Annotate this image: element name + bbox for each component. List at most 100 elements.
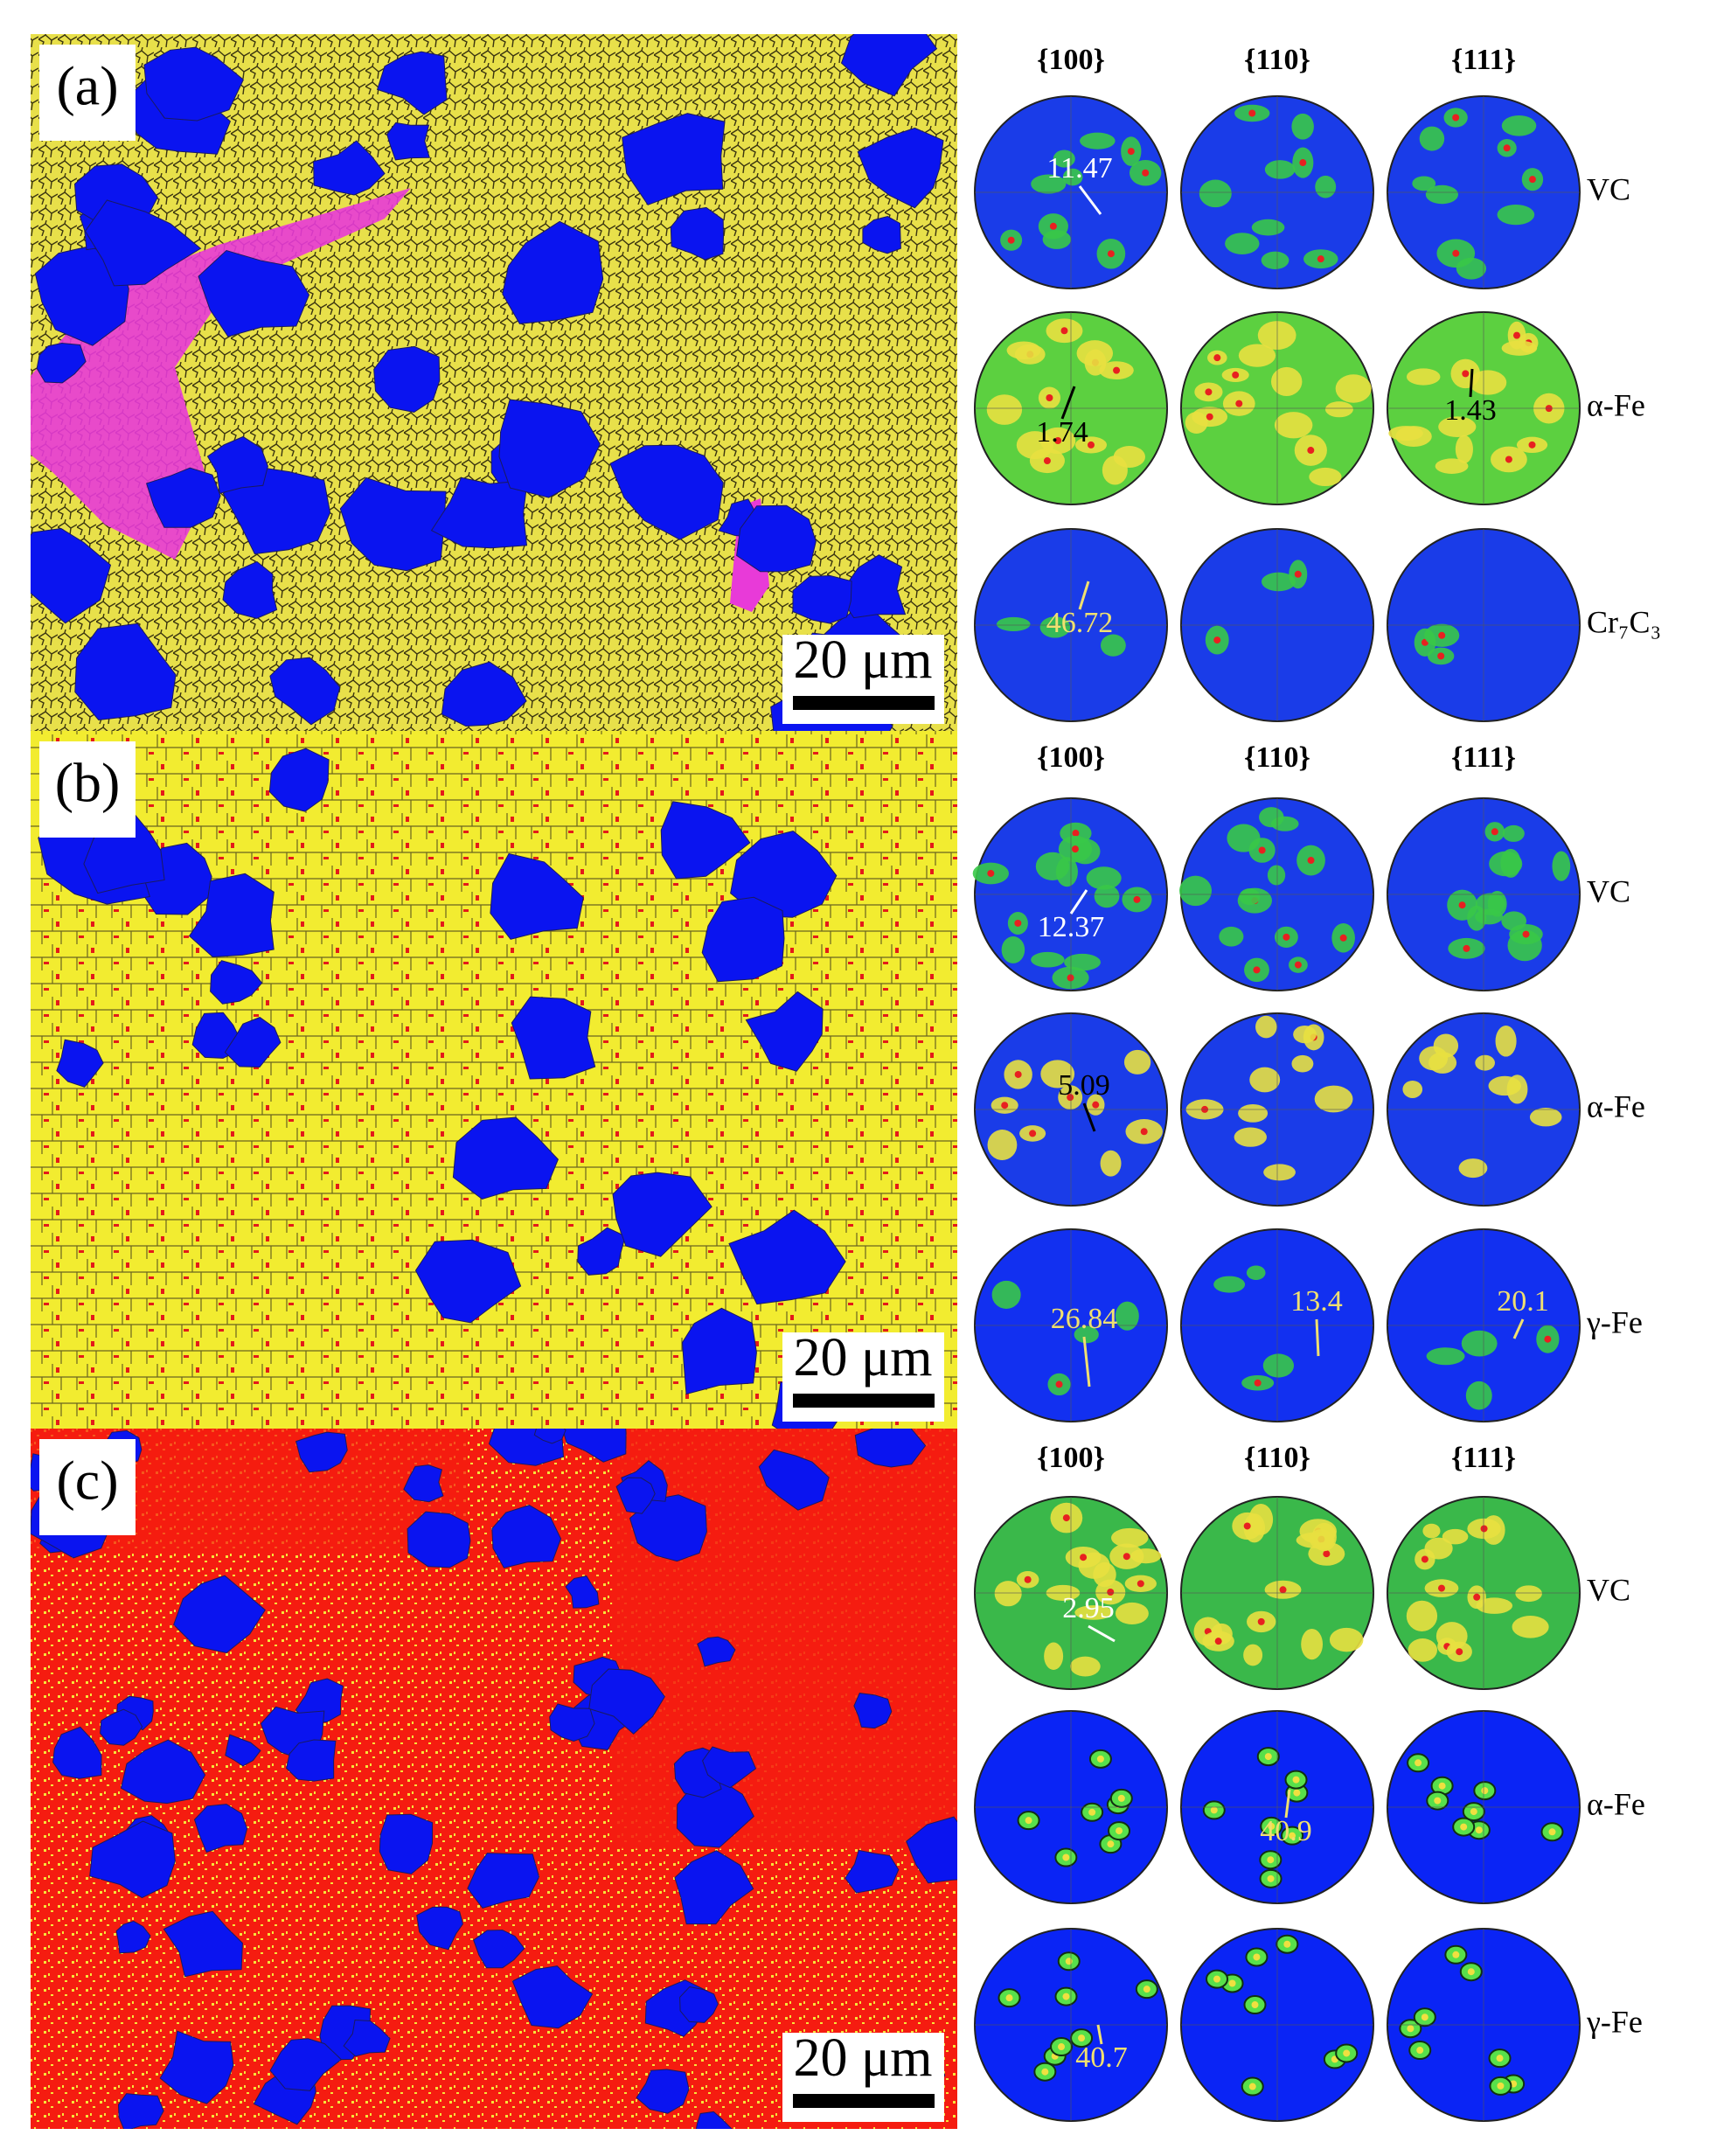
pole-spot-core [1213,1975,1221,1983]
pole-spot-core [1107,1840,1115,1848]
phase-region [286,1739,337,1782]
pole-spot-core [1253,1953,1261,1961]
pole-spot-core [1096,1755,1104,1763]
pole-spot-core [1434,1797,1442,1805]
pole-spot-core [1528,441,1536,449]
annotation-arrow [1315,1318,1320,1357]
phase-region [441,661,527,727]
pole-spot-core [1452,114,1460,122]
pole-header: {111} [1451,741,1516,774]
pole-spot [991,1280,1021,1309]
phase-region [84,199,202,287]
pole-spot [1246,1265,1266,1281]
pole-spot [1311,1522,1337,1552]
phase-region [701,896,785,983]
pole-spot [1179,875,1213,907]
pole-spot [1502,824,1525,842]
annotation: 1.43 [1444,394,1497,427]
pole-spot-core [1065,1958,1073,1965]
phase-region [188,873,275,958]
pole-spot [1315,175,1337,198]
pole-spot [1238,344,1276,367]
pole-spot [1262,1353,1295,1378]
pole-spot [1006,341,1041,359]
phase-label: Cr₇C₃ [1587,604,1661,639]
phase-region [736,504,817,573]
pole-spot [1402,1081,1423,1098]
panel-label: (b) [55,752,121,814]
pole-spot-core [1257,1617,1265,1625]
phase-region [467,1853,540,1909]
phase-region [745,991,824,1072]
pole-spot-core [1470,1808,1477,1816]
phase-region [695,2111,733,2129]
pole-spot [1115,1301,1139,1331]
pole-spot-core [1264,1753,1272,1761]
pole-spot-core [1087,441,1095,449]
pole-spot [1249,1067,1281,1093]
phase-region [473,1930,525,1969]
pole-spot [1552,851,1571,881]
pole-spot [1487,891,1507,917]
pole-spot-core [1029,1130,1037,1137]
phase-region [549,1703,595,1742]
phase-region [854,1429,927,1468]
phase-region [490,852,584,940]
annotation-arrow [1512,1318,1525,1339]
pole-spot-core [1072,830,1080,838]
annotation: 11.47 [1046,152,1112,184]
pole-header: {110} [1244,741,1310,774]
pole-spot-core [1467,1968,1475,1976]
annotation-arrow [1078,185,1102,215]
pole-spot-core [1055,1381,1063,1388]
phase-region [268,748,330,812]
pole-spot [1074,1605,1113,1620]
phase-region [609,444,724,540]
pole-spot-core [1014,919,1022,927]
panel-label-box [39,741,136,838]
phase-region [210,960,263,1005]
pole-spot-core [1512,331,1520,339]
pole-spot [1529,1108,1562,1127]
pole-header: {100} [1037,44,1105,76]
pole-spot [1426,1347,1465,1366]
pole-spot-core [1248,2083,1256,2090]
pole-spot-core [1116,1827,1123,1835]
pole-spot-core [1140,1128,1148,1136]
pole-spot [987,1130,1018,1160]
pole-spot-core [1463,944,1470,952]
pole-spot-core [1254,1379,1262,1387]
pole-spot [1111,1527,1149,1548]
pole-spot [1293,1025,1317,1044]
pole-spot [1291,1054,1314,1073]
phase-region [403,1464,444,1503]
pole-spot [1251,219,1285,236]
pole-spot [1301,1628,1324,1660]
pole-spot [1261,572,1296,592]
pole-spot-core [1475,1826,1483,1834]
phase-region [565,1575,600,1609]
phase-region [193,1804,248,1853]
phase-region [74,622,177,721]
phase-region [163,1910,243,1978]
pole-spot-core [1043,457,1051,465]
pole-spot-core [1416,2047,1424,2055]
annotation-arrow [1284,1789,1291,1819]
pole-spot [1062,168,1083,186]
pole-spot-core [1497,2082,1505,2090]
annotation-arrow [1469,368,1474,398]
annotation: 12.37 [1038,911,1105,943]
pole-spot-core [1062,1853,1070,1861]
phase-region [414,1239,522,1324]
pole-spot-core [1007,236,1015,244]
annotation-arrow [1082,1336,1091,1387]
phase-region [758,1449,830,1511]
pole-spot-core [1088,1808,1096,1816]
phase-region [222,560,278,619]
pole-spot [1042,230,1072,249]
pole-spot [1475,1054,1495,1071]
phase-map [31,1429,957,2129]
phase-region [840,34,938,97]
phase-label: α-Fe [1587,1786,1645,1821]
pole-spot [1455,435,1473,463]
